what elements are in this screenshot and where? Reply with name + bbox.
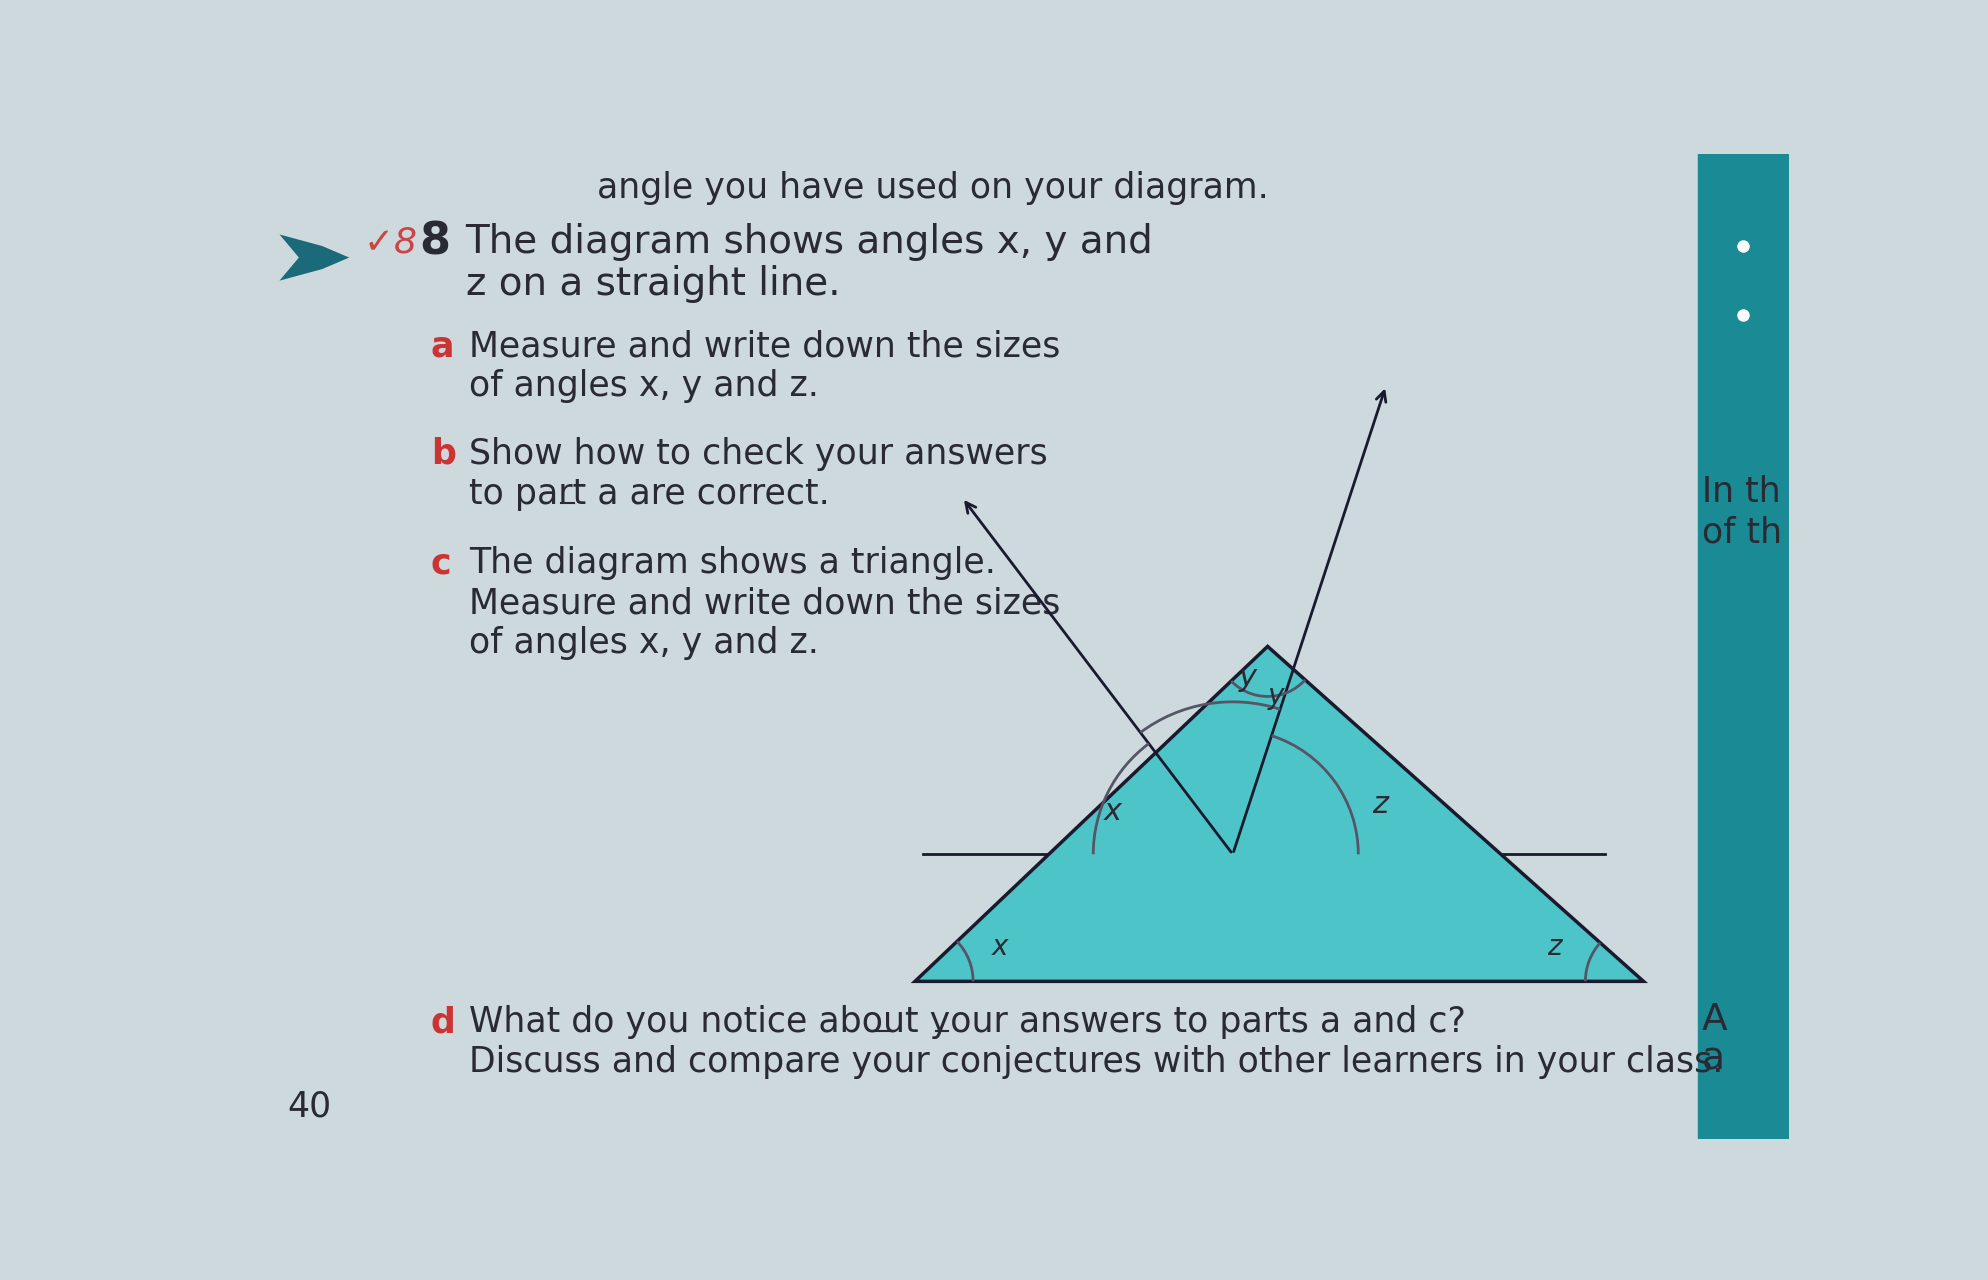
Text: c: c xyxy=(431,547,451,580)
Text: d: d xyxy=(431,1005,455,1039)
Text: angle you have used on your diagram.: angle you have used on your diagram. xyxy=(596,170,1268,205)
Text: Measure and write down the sizes: Measure and write down the sizes xyxy=(469,329,1062,364)
Text: Discuss and compare your conjectures with other learners in your class.: Discuss and compare your conjectures wit… xyxy=(469,1046,1724,1079)
Text: to part a are correct.: to part a are correct. xyxy=(469,477,831,511)
Text: a: a xyxy=(431,329,453,364)
Bar xyxy=(1698,154,1789,1139)
Text: z on a straight line.: z on a straight line. xyxy=(465,265,841,303)
Text: y: y xyxy=(1266,682,1284,710)
Text: a: a xyxy=(1702,1042,1726,1078)
Text: y: y xyxy=(1239,663,1256,691)
Text: x: x xyxy=(1103,797,1121,827)
Text: $\checkmark$8: $\checkmark$8 xyxy=(364,225,417,259)
Text: x: x xyxy=(992,933,1008,961)
Text: Show how to check your answers: Show how to check your answers xyxy=(469,436,1048,471)
Text: z: z xyxy=(1547,933,1563,961)
Text: A: A xyxy=(1702,1002,1728,1038)
Text: 8: 8 xyxy=(419,220,449,264)
Text: The diagram shows angles x, y and: The diagram shows angles x, y and xyxy=(465,223,1153,261)
Text: 40: 40 xyxy=(286,1089,332,1124)
Text: The diagram shows a triangle.: The diagram shows a triangle. xyxy=(469,547,996,580)
Text: b: b xyxy=(431,436,455,471)
Text: What do you notice about your answers to parts a and c?: What do you notice about your answers to… xyxy=(469,1005,1467,1039)
Polygon shape xyxy=(280,234,350,280)
Polygon shape xyxy=(914,646,1644,982)
Text: z: z xyxy=(1372,790,1388,819)
Text: Measure and write down the sizes: Measure and write down the sizes xyxy=(469,586,1062,621)
Text: of angles x, y and z.: of angles x, y and z. xyxy=(469,626,819,660)
Text: In th: In th xyxy=(1702,475,1781,509)
Text: of angles x, y and z.: of angles x, y and z. xyxy=(469,369,819,403)
Text: of th: of th xyxy=(1702,516,1781,549)
